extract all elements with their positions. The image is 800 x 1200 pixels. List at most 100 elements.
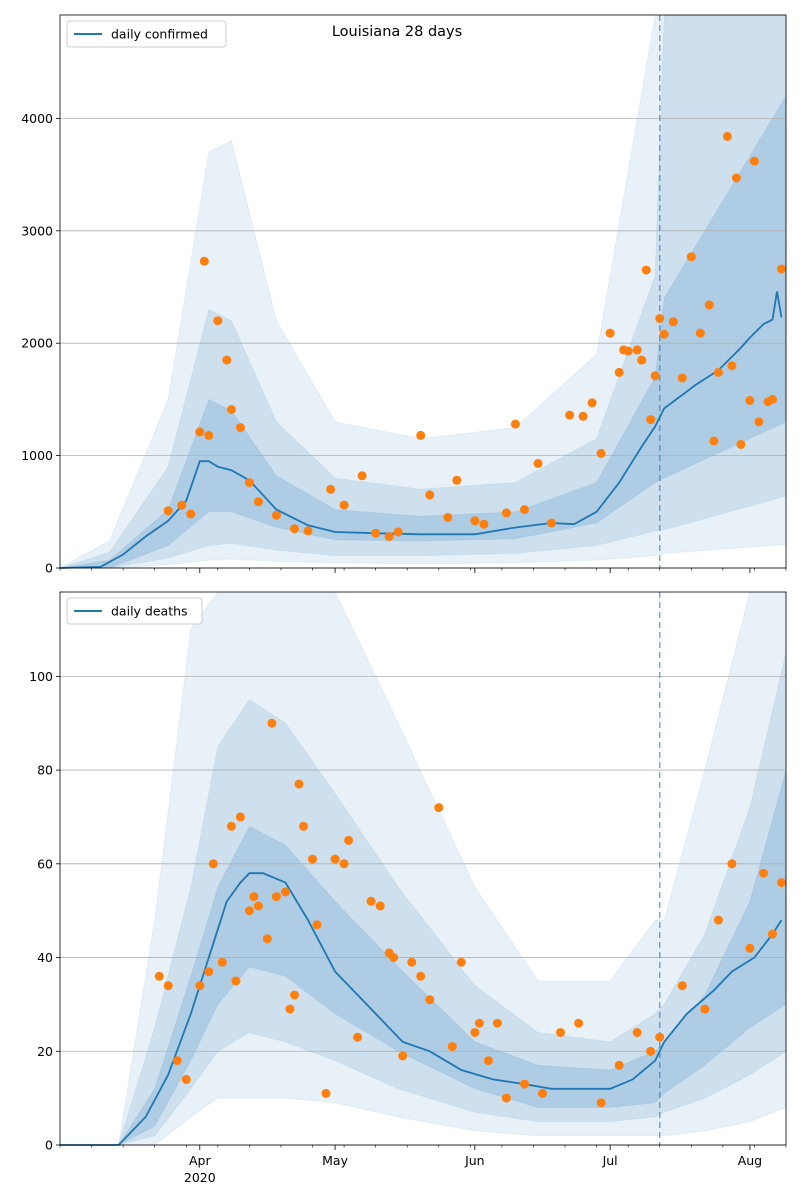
observed-point bbox=[709, 436, 719, 446]
observed-point bbox=[704, 300, 714, 310]
observed-point bbox=[547, 518, 556, 528]
observed-point bbox=[745, 943, 755, 953]
observed-point bbox=[614, 1060, 624, 1070]
observed-point bbox=[294, 779, 304, 789]
observed-point bbox=[290, 990, 299, 1000]
observed-point bbox=[267, 718, 277, 728]
observed-point bbox=[777, 264, 786, 274]
observed-point bbox=[722, 131, 732, 141]
observed-point bbox=[695, 328, 705, 338]
observed-point bbox=[655, 1032, 665, 1042]
observed-point bbox=[646, 415, 656, 425]
confirmed-x-ticks bbox=[59, 568, 787, 573]
confirmed-panel: 0 1000 2000 3000 4000 Louisiana 28 days dail… bbox=[21, 14, 787, 576]
deaths-frame bbox=[59, 591, 787, 1146]
observed-point bbox=[253, 497, 263, 507]
observed-point bbox=[312, 920, 322, 930]
observed-point bbox=[154, 971, 164, 981]
confirmed-marks bbox=[59, 131, 786, 569]
y-tick-label: 20 bbox=[37, 1044, 53, 1059]
y-tick-label: 100 bbox=[29, 669, 53, 684]
observed-point bbox=[186, 509, 196, 519]
observed-point bbox=[353, 1032, 363, 1042]
observed-point bbox=[330, 854, 340, 864]
axes-frame bbox=[59, 14, 787, 569]
observed-point bbox=[614, 367, 624, 377]
x-tick-sublabel: 2020 bbox=[184, 1170, 216, 1185]
observed-point bbox=[249, 892, 259, 902]
observed-point bbox=[565, 410, 575, 420]
observed-point bbox=[501, 1093, 511, 1103]
series-line bbox=[60, 872, 783, 1146]
observed-point bbox=[727, 361, 737, 371]
observed-point bbox=[384, 532, 394, 541]
deaths-legend: daily deaths bbox=[66, 597, 203, 625]
observed-point bbox=[208, 859, 218, 869]
observed-point bbox=[713, 915, 723, 925]
observed-point bbox=[470, 516, 480, 526]
observed-point bbox=[479, 519, 489, 529]
observed-point bbox=[357, 471, 367, 481]
x-tick-label: May bbox=[322, 1153, 348, 1168]
observed-point bbox=[520, 505, 529, 515]
observed-point bbox=[731, 173, 741, 183]
observed-point bbox=[244, 906, 254, 916]
observed-point bbox=[533, 459, 543, 468]
observed-point bbox=[339, 859, 349, 869]
observed-point bbox=[713, 367, 723, 377]
observed-point bbox=[213, 316, 223, 326]
observed-point bbox=[632, 345, 642, 355]
observed-point bbox=[344, 835, 354, 845]
observed-point bbox=[447, 1042, 457, 1052]
observed-point bbox=[470, 1028, 480, 1037]
observed-point bbox=[393, 527, 403, 537]
observed-point bbox=[520, 1079, 529, 1089]
observed-point bbox=[677, 981, 687, 991]
observed-point bbox=[538, 1088, 547, 1098]
observed-point bbox=[556, 1028, 565, 1037]
observed-point bbox=[492, 1018, 502, 1028]
observed-point bbox=[596, 1098, 606, 1108]
y-tick-label: 4000 bbox=[21, 111, 53, 126]
observed-point bbox=[646, 1046, 656, 1056]
chart-title: Louisiana 28 days bbox=[332, 24, 462, 40]
observed-point bbox=[163, 981, 173, 991]
observed-point bbox=[452, 475, 462, 485]
y-tick-label: 40 bbox=[37, 950, 53, 965]
observed-point bbox=[217, 957, 227, 967]
observed-point bbox=[768, 929, 777, 939]
y-tick-label: 2000 bbox=[21, 336, 53, 351]
observed-point bbox=[235, 423, 245, 432]
observed-point bbox=[398, 1051, 408, 1061]
observed-point bbox=[578, 411, 588, 421]
observed-point bbox=[510, 419, 520, 429]
observed-point bbox=[226, 405, 236, 414]
observed-point bbox=[416, 430, 426, 440]
deaths-marks bbox=[60, 718, 786, 1146]
y-tick-label: 0 bbox=[45, 1138, 53, 1153]
observed-point bbox=[416, 971, 426, 981]
observed-point bbox=[195, 981, 205, 991]
observed-point bbox=[686, 252, 696, 262]
observed-point bbox=[271, 892, 281, 902]
observed-point bbox=[632, 1028, 642, 1037]
observed-point bbox=[172, 1056, 182, 1066]
observed-point bbox=[474, 1018, 484, 1028]
x-tick-label: Jul bbox=[602, 1153, 618, 1168]
deaths-y-ticks: 0 20 40 60 80 100 bbox=[29, 669, 60, 1153]
observed-point bbox=[754, 417, 764, 427]
legend-box bbox=[66, 20, 227, 48]
observed-point bbox=[199, 256, 209, 266]
observed-point bbox=[366, 896, 376, 906]
observed-point bbox=[231, 976, 241, 986]
observed-point bbox=[623, 346, 633, 356]
confirmed-frame bbox=[59, 14, 787, 569]
observed-point bbox=[574, 1018, 584, 1028]
observed-point bbox=[226, 821, 236, 831]
observed-point bbox=[285, 1004, 295, 1014]
x-tick-label: Apr bbox=[189, 1153, 211, 1168]
observed-point bbox=[371, 528, 381, 538]
observed-point bbox=[659, 329, 669, 339]
observed-point bbox=[262, 934, 272, 944]
